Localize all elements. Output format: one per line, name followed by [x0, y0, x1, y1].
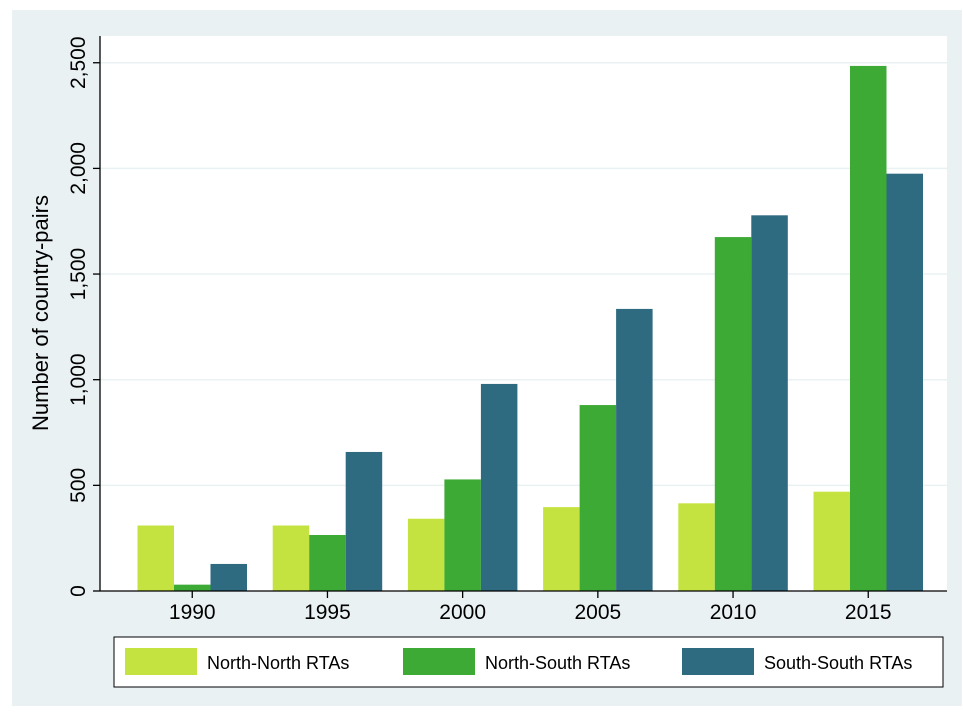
bar: [850, 65, 887, 592]
legend-swatch: [125, 648, 197, 675]
bar: [543, 507, 580, 591]
bar: [616, 308, 653, 591]
legend-box: [113, 636, 944, 688]
bar: [174, 584, 211, 591]
y-tick-label: 2,500: [67, 36, 90, 89]
y-tick-label: 1,000: [67, 353, 90, 406]
y-tick-label: 0: [67, 585, 90, 597]
bars: [137, 65, 923, 592]
legend-label: North-South RTAs: [485, 653, 630, 673]
legend-label: North-North RTAs: [207, 653, 349, 673]
bar: [751, 215, 788, 591]
x-tick-label: 1995: [304, 601, 351, 624]
legend-swatch: [682, 648, 754, 675]
x-tick-label: 2000: [439, 601, 486, 624]
axes: [99, 36, 947, 592]
y-axis-ticks: 0 500 1,000 1,500 2,000 2,500: [67, 36, 100, 597]
x-tick-label: 2010: [710, 601, 757, 624]
x-tick-label: 1990: [169, 601, 216, 624]
gridlines: [100, 62, 947, 487]
y-tick-label: 1,500: [67, 248, 90, 301]
bar: [345, 451, 383, 591]
bar: [407, 518, 445, 591]
bar: [714, 237, 752, 591]
bar: [678, 503, 715, 591]
bar: [886, 173, 923, 591]
plot-area: [100, 36, 947, 591]
bar: [137, 525, 174, 591]
legend: North-North RTAs North-South RTAs South-So…: [113, 636, 944, 688]
y-tick-label: 500: [67, 468, 90, 503]
bar: [480, 383, 518, 591]
bar: [444, 479, 481, 591]
y-axis-label: Number of country-pairs: [28, 195, 53, 431]
x-tick-label: 2005: [574, 601, 621, 624]
y-tick-label: 2,000: [67, 142, 90, 195]
x-tick-label: 2015: [845, 601, 892, 624]
legend-swatch: [403, 648, 475, 675]
bar: [210, 563, 247, 591]
bar: [813, 491, 850, 591]
bar: [579, 405, 617, 591]
x-axis-ticks: 1990 1995 2000 2005 2010 2015: [169, 591, 892, 624]
bar: [272, 525, 310, 591]
legend-label: South-South RTAs: [764, 653, 912, 673]
bar: [309, 535, 346, 591]
